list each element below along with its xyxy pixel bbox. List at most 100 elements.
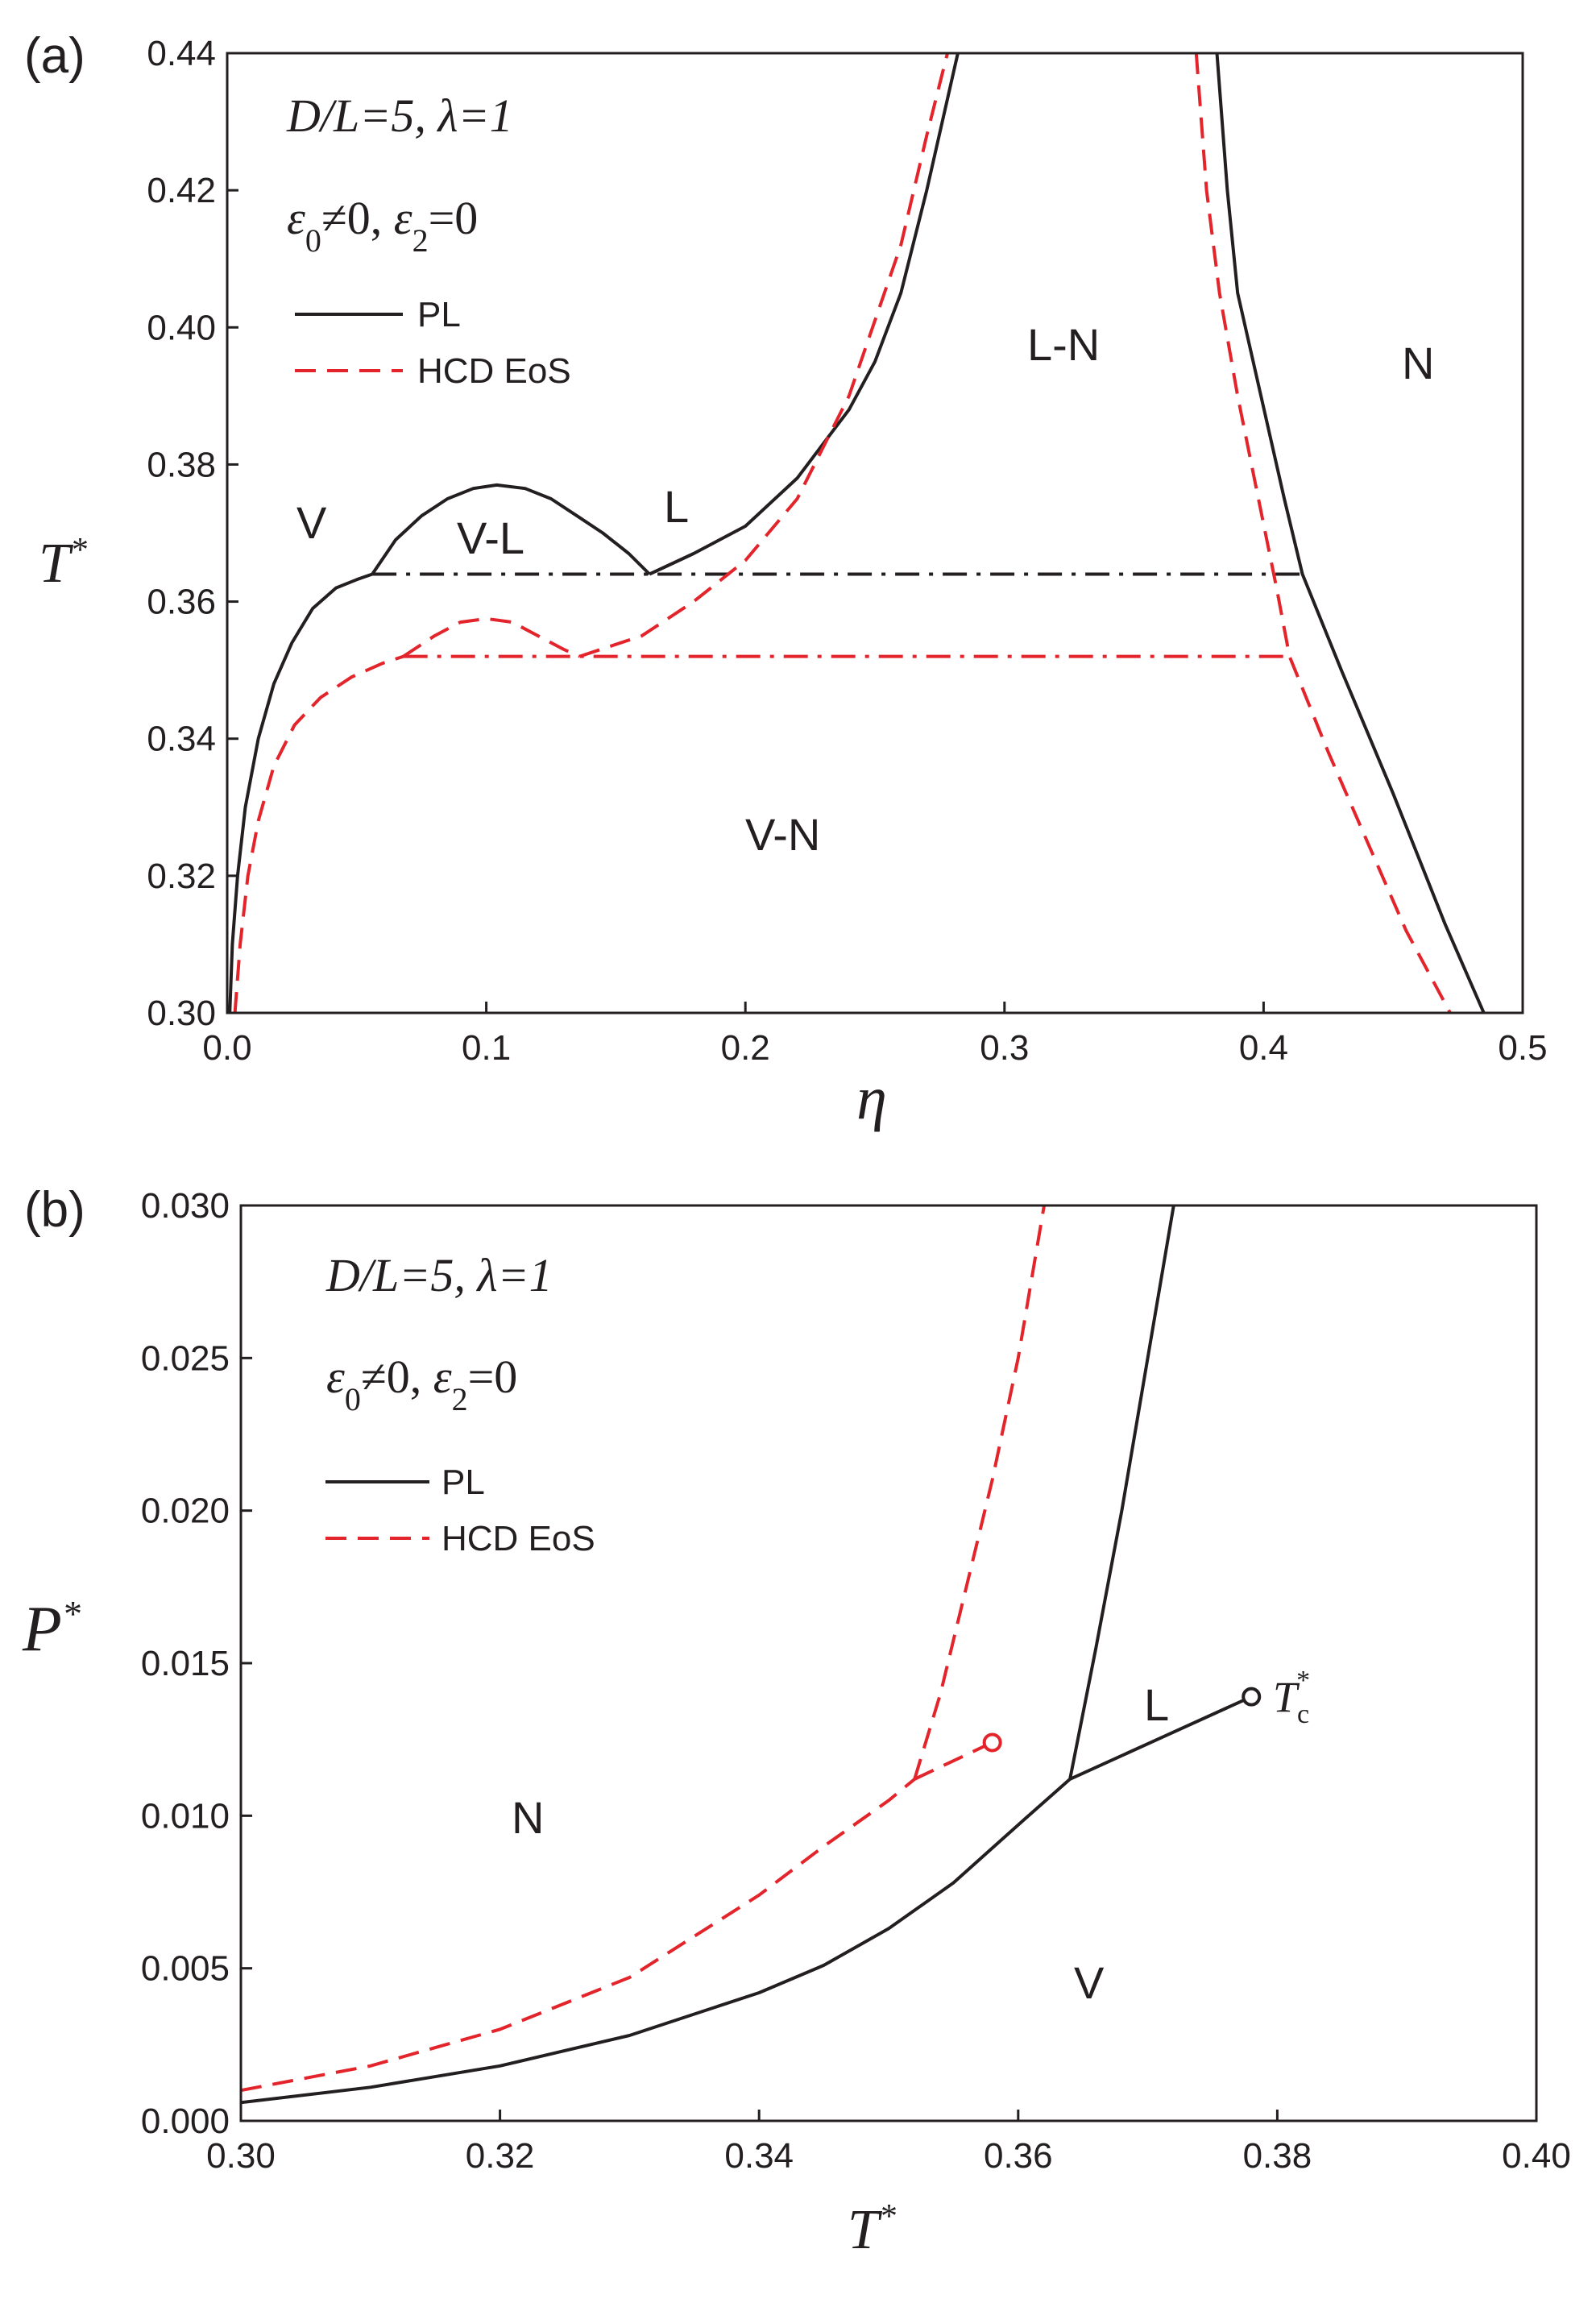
panel-b-legend-pl-label: PL: [441, 1463, 485, 1502]
panel-a-y-tick-label: 0.30: [147, 994, 216, 1033]
panel-b-eps0: ε: [326, 1351, 345, 1403]
panel-b-x-tick-label: 0.30: [206, 2136, 276, 2176]
region-label-v-l: V-L: [457, 512, 524, 563]
panel-a-y-tick-label: 0.34: [147, 720, 216, 759]
panel-b-x-axis-label-sup: *: [879, 2198, 896, 2235]
panel-a-y-axis-label-sup: *: [70, 532, 87, 569]
panel-a-y-tick-label: 0.36: [147, 583, 216, 622]
panel-b-y-tick-label: 0.010: [141, 1796, 230, 1836]
region-label-l-n: L-N: [1027, 319, 1100, 370]
panel-a-eps2: ε: [394, 192, 412, 244]
panel-b-y-tick-label: 0.025: [141, 1338, 230, 1378]
panel-b-plot-frame: [239, 1204, 1538, 2122]
panel-a-eps0: ε: [287, 192, 305, 244]
panel-a-y-tick-label: 0.40: [147, 308, 216, 347]
panel-b-x-tick-label: 0.40: [1502, 2136, 1571, 2176]
panel-a-series-pl-vapor-branch: [228, 572, 373, 1013]
panel-a-y-tick-label: 0.42: [147, 171, 216, 210]
panel-a-x-ticks: 0.0 0.1 0.2 0.3 0.4 0.5: [202, 1002, 1548, 1068]
panel-b-neq: ≠0,: [361, 1351, 433, 1403]
panel-b-y-axis-label: P*: [22, 1593, 81, 1665]
region-label-n-b: N: [512, 1792, 544, 1843]
panel-a-series-pl-liquid-nematic-low-eta-: [649, 53, 960, 576]
panel-b-x-ticks: 0.30 0.32 0.34 0.36 0.38 0.40: [206, 2110, 1571, 2176]
panel-a-x-tick-label: 0.5: [1498, 1028, 1547, 1068]
panel-a-series-pl-nematic-boundary: [1215, 53, 1486, 1013]
panel-b-series-hcd-n-l: [913, 1205, 1046, 1780]
panel-a-x-axis-label: η: [856, 1064, 887, 1132]
panel-b-annotation-line2: ε0≠0, ε2=0: [326, 1351, 517, 1417]
panel-a-legend-hcd-label: HCD EoS: [417, 351, 571, 391]
panel-b-annotation-line1: D/L=5, λ=1: [325, 1249, 553, 1301]
region-label-v: V: [296, 497, 327, 548]
panel-a-legend-pl-label: PL: [417, 295, 461, 334]
region-label-l: L: [664, 481, 689, 532]
region-label-n: N: [1402, 338, 1434, 388]
panel-b-x-tick-label: 0.36: [984, 2136, 1053, 2176]
panel-a-series-hcd-vapor-branch: [233, 654, 404, 1013]
panel-a-y-tick-label: 0.38: [147, 445, 216, 484]
panel-a-x-tick-label: 0.0: [202, 1028, 251, 1068]
panel-a-label: (a): [24, 28, 85, 84]
panel-a-x-tick-label: 0.3: [980, 1028, 1029, 1068]
panel-b-y-axis-label-sup: *: [62, 1593, 81, 1634]
critical-label-sup: *: [1296, 1666, 1310, 1695]
panel-a-series-hcd-v-l-coexistence: [402, 616, 581, 658]
panel-a: (a) 0.0 0.1 0.2 0.3 0.4 0.5 0.300.320.340.360…: [24, 28, 1548, 1132]
panel-b-y-tick-label: 0.000: [141, 2102, 230, 2141]
region-label-v-n: V-N: [745, 809, 820, 860]
panel-a-neq: ≠0,: [321, 192, 394, 244]
critical-point-pl: [1242, 1687, 1262, 1707]
panel-b-x-tick-label: 0.34: [724, 2136, 794, 2176]
region-label-l-b: L: [1144, 1679, 1169, 1730]
panel-a-eps2-sub: 2: [412, 222, 429, 259]
panel-b-series-pl-v-l: [1069, 1695, 1253, 1781]
panel-a-plot-frame: [226, 52, 1524, 1014]
panel-a-legend: PL HCD EoS: [295, 295, 571, 391]
critical-label-sub: c: [1297, 1699, 1309, 1729]
panel-a-series: [228, 53, 1486, 1013]
panel-b-label: (b): [24, 1182, 85, 1238]
panel-a-eps0-sub: 0: [305, 222, 321, 259]
panel-a-y-axis-label-main: T: [39, 533, 74, 595]
panel-b-legend-hcd-label: HCD EoS: [441, 1519, 595, 1558]
panel-a-y-tick-label: 0.32: [147, 857, 216, 896]
panel-b-y-ticks: 0.000 0.005 0.010 0.015 0.020 0.025 0.030: [141, 1186, 252, 2141]
panel-a-annotation-line2: ε0≠0, ε2=0: [287, 192, 478, 259]
panel-b-y-tick-label: 0.015: [141, 1644, 230, 1683]
panel-a-series-hcd-liquid-nematic-low-eta-: [578, 53, 949, 658]
panel-a-eq: =0: [429, 192, 479, 244]
panel-a-x-tick-label: 0.2: [721, 1028, 770, 1068]
critical-temperature-label: Tc *: [1273, 1666, 1310, 1729]
panel-b-eps2-sub: 2: [452, 1381, 468, 1417]
panel-b-series-pl-n-v: [241, 1778, 1072, 2105]
panel-b-eps0-sub: 0: [345, 1381, 361, 1417]
panel-b-eq: =0: [468, 1351, 518, 1403]
panel-b-series-pl-n-l: [1068, 1205, 1175, 1780]
panel-a-y-axis-label: T*: [39, 532, 87, 595]
panel-b-x-tick-label: 0.38: [1243, 2136, 1312, 2176]
panel-b-x-axis-label: T*: [848, 2198, 896, 2261]
critical-label-main: T: [1273, 1673, 1300, 1721]
panel-b-series: [241, 1205, 1253, 2105]
panel-b-eps2: ε: [433, 1351, 452, 1403]
panel-a-series-pl-v-l-coexistence: [371, 483, 651, 575]
panel-a-x-tick-label: 0.4: [1239, 1028, 1288, 1068]
panel-b-y-tick-label: 0.020: [141, 1492, 230, 1531]
panel-b-series-hcd-v-l: [914, 1741, 993, 1781]
critical-point-hcd: [982, 1732, 1002, 1753]
panel-a-x-tick-label: 0.1: [462, 1028, 511, 1068]
panel-a-series-hcd-nematic-boundary: [1194, 53, 1452, 1013]
region-label-v-b: V: [1074, 1957, 1105, 2008]
panel-b-legend: PL HCD EoS: [325, 1463, 595, 1558]
panel-b-series-hcd-n-v: [241, 1778, 916, 2093]
panel-a-y-tick-label: 0.44: [147, 34, 216, 73]
panel-b-x-axis-label-main: T: [848, 2199, 883, 2261]
panel-b-y-axis-label-main: P: [22, 1594, 62, 1665]
panel-b-x-tick-label: 0.32: [466, 2136, 535, 2176]
panel-b: (b) 0.30 0.32 0.34 0.36 0.38 0.40 0.000 0.005 0…: [22, 1182, 1571, 2261]
panel-a-y-ticks: 0.30 0.32 0.34 0.36 0.38 0.40 0.42 0.44: [147, 34, 238, 1033]
panel-b-y-tick-label: 0.005: [141, 1949, 230, 1989]
panel-a-annotation-line1: D/L=5, λ=1: [286, 89, 513, 142]
